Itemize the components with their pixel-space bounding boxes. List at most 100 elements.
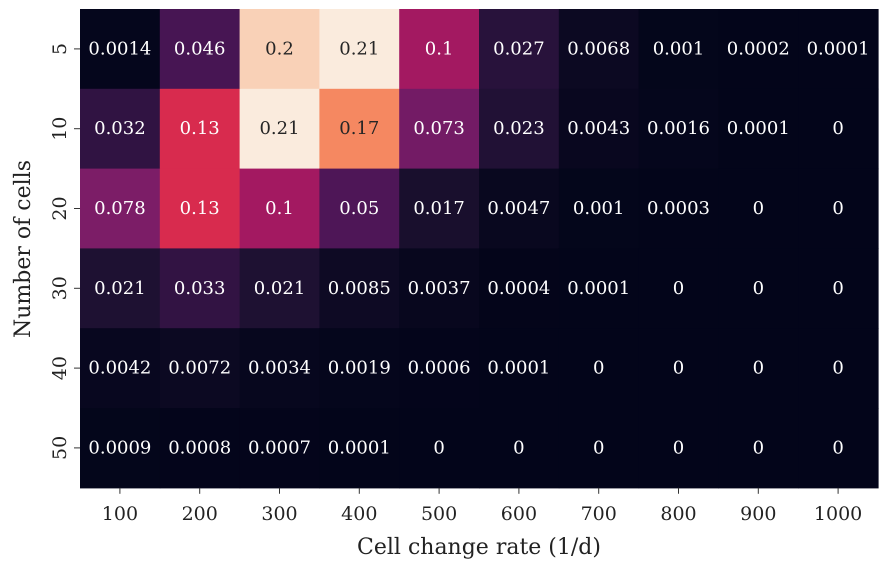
heatmap-cell-value: 0.021 (254, 278, 306, 299)
y-tick-label: 50 (49, 436, 71, 460)
y-tick-label: 10 (49, 117, 71, 141)
x-tick-label: 800 (660, 503, 696, 525)
heatmap-cell (558, 408, 640, 489)
heatmap-cell-value: 0.0001 (807, 38, 870, 59)
heatmap-cell-value: 0.027 (493, 38, 545, 59)
y-tick-label: 20 (49, 196, 71, 220)
heatmap-cell (319, 9, 400, 90)
heatmap-cell-value: 0 (593, 437, 604, 458)
y-tick-label: 30 (49, 276, 71, 300)
heatmap-cell-value: 0.21 (259, 118, 299, 139)
heatmap-cell-value: 0.073 (413, 118, 465, 139)
heatmap-cell (798, 248, 879, 329)
x-axis-label: Cell change rate (1/d) (357, 535, 601, 560)
heatmap-cell (638, 408, 719, 489)
heatmap-cell-value: 0.0002 (727, 38, 790, 59)
heatmap-cell (718, 408, 799, 489)
heatmap-cell-value: 0.017 (413, 198, 465, 219)
heatmap-cell-value: 0.0016 (647, 118, 710, 139)
heatmap-cell-value: 0.0014 (88, 38, 151, 59)
heatmap-cell (159, 9, 241, 90)
heatmap-cell-value: 0 (593, 358, 604, 379)
heatmap-cell (239, 9, 320, 90)
heatmap-cell (239, 248, 320, 329)
heatmap-cell (159, 328, 241, 409)
heatmap-cell (718, 88, 799, 170)
heatmap-cell (399, 408, 480, 489)
heatmap-cell-value: 0 (753, 437, 764, 458)
heatmap-cell (638, 88, 719, 170)
heatmap-cell (80, 168, 161, 249)
heatmap-cell (479, 9, 560, 90)
heatmap-cell-value: 0 (673, 278, 684, 299)
x-tick-label: 100 (102, 503, 138, 525)
heatmap-cell-value: 0 (513, 437, 524, 458)
heatmap-cell (399, 9, 480, 90)
heatmap-cell (319, 168, 400, 249)
x-tick-label: 700 (581, 503, 617, 525)
heatmap-cell (718, 248, 799, 329)
heatmap-cell-value: 0.0047 (487, 198, 550, 219)
heatmap-cell-value: 0.13 (180, 118, 220, 139)
heatmap-cell (479, 248, 560, 329)
heatmap-cell-value: 0.078 (94, 198, 146, 219)
heatmap-cell (159, 168, 241, 249)
heatmap-cell-value: 0 (753, 278, 764, 299)
heatmap-cell (399, 168, 480, 249)
heatmap-cells: 0.0014 0.046 0.2 0.21 0.1 0.027 0.0068 0.001 0.0… (80, 9, 879, 489)
heatmap-cell-value: 0.0068 (567, 38, 630, 59)
heatmap-cell (798, 168, 879, 249)
heatmap-cell-value: 0.0034 (248, 358, 311, 379)
heatmap-cell-value: 0 (832, 278, 843, 299)
heatmap-cell (479, 168, 560, 249)
x-tick-label: 500 (421, 503, 457, 525)
x-axis-ticks: 100 200 300 400 500 600 700 800 900 1000 (102, 487, 862, 525)
heatmap-cell (479, 408, 560, 489)
heatmap-cell (558, 9, 640, 90)
heatmap-cell-value: 0 (832, 118, 843, 139)
heatmap-cell-value: 0.0085 (328, 278, 391, 299)
heatmap-cell-value: 0.0009 (88, 437, 151, 458)
heatmap-cell (718, 328, 799, 409)
heatmap-cell-value: 0.032 (94, 118, 146, 139)
heatmap-cell-value: 0.0007 (248, 437, 311, 458)
heatmap-cell (479, 328, 560, 409)
heatmap-cell (319, 88, 400, 170)
heatmap-cell-value: 0 (832, 437, 843, 458)
heatmap-cell (80, 88, 161, 170)
heatmap-cell (80, 328, 161, 409)
x-tick-label: 600 (501, 503, 537, 525)
heatmap-cell (638, 9, 719, 90)
x-tick-label: 1000 (814, 503, 862, 525)
heatmap-cell-value: 0.021 (94, 278, 146, 299)
heatmap-cell-value: 0.001 (573, 198, 625, 219)
heatmap-cell (239, 88, 320, 170)
heatmap-cell-value: 0.1 (265, 198, 294, 219)
heatmap-cell-value: 0 (753, 198, 764, 219)
y-tick-label: 40 (49, 356, 71, 380)
heatmap-cell-value: 0.001 (653, 38, 705, 59)
heatmap-cell (798, 408, 879, 489)
heatmap-cell-value: 0.17 (339, 118, 379, 139)
heatmap-cell-value: 0 (673, 437, 684, 458)
heatmap-cell-value: 0 (433, 437, 444, 458)
heatmap-cell-value: 0.0042 (88, 358, 151, 379)
heatmap-cell (159, 88, 241, 170)
heatmap-cell-value: 0.0072 (168, 358, 231, 379)
heatmap-cell (638, 248, 719, 329)
heatmap-cell-value: 0.2 (265, 38, 294, 59)
heatmap-cell (558, 168, 640, 249)
heatmap-cell (80, 408, 161, 489)
heatmap-cell-value: 0.0003 (647, 198, 710, 219)
heatmap-cell-value: 0 (832, 358, 843, 379)
heatmap-cell-value: 0.023 (493, 118, 545, 139)
heatmap-cell (319, 408, 400, 489)
heatmap-cell (80, 9, 161, 90)
heatmap-cell (479, 88, 560, 170)
heatmap-cell (159, 248, 241, 329)
heatmap-cell (319, 248, 400, 329)
heatmap-cell (239, 408, 320, 489)
heatmap-cell-value: 0.0001 (567, 278, 630, 299)
heatmap-cell-value: 0 (753, 358, 764, 379)
heatmap-cell-value: 0.046 (174, 38, 226, 59)
